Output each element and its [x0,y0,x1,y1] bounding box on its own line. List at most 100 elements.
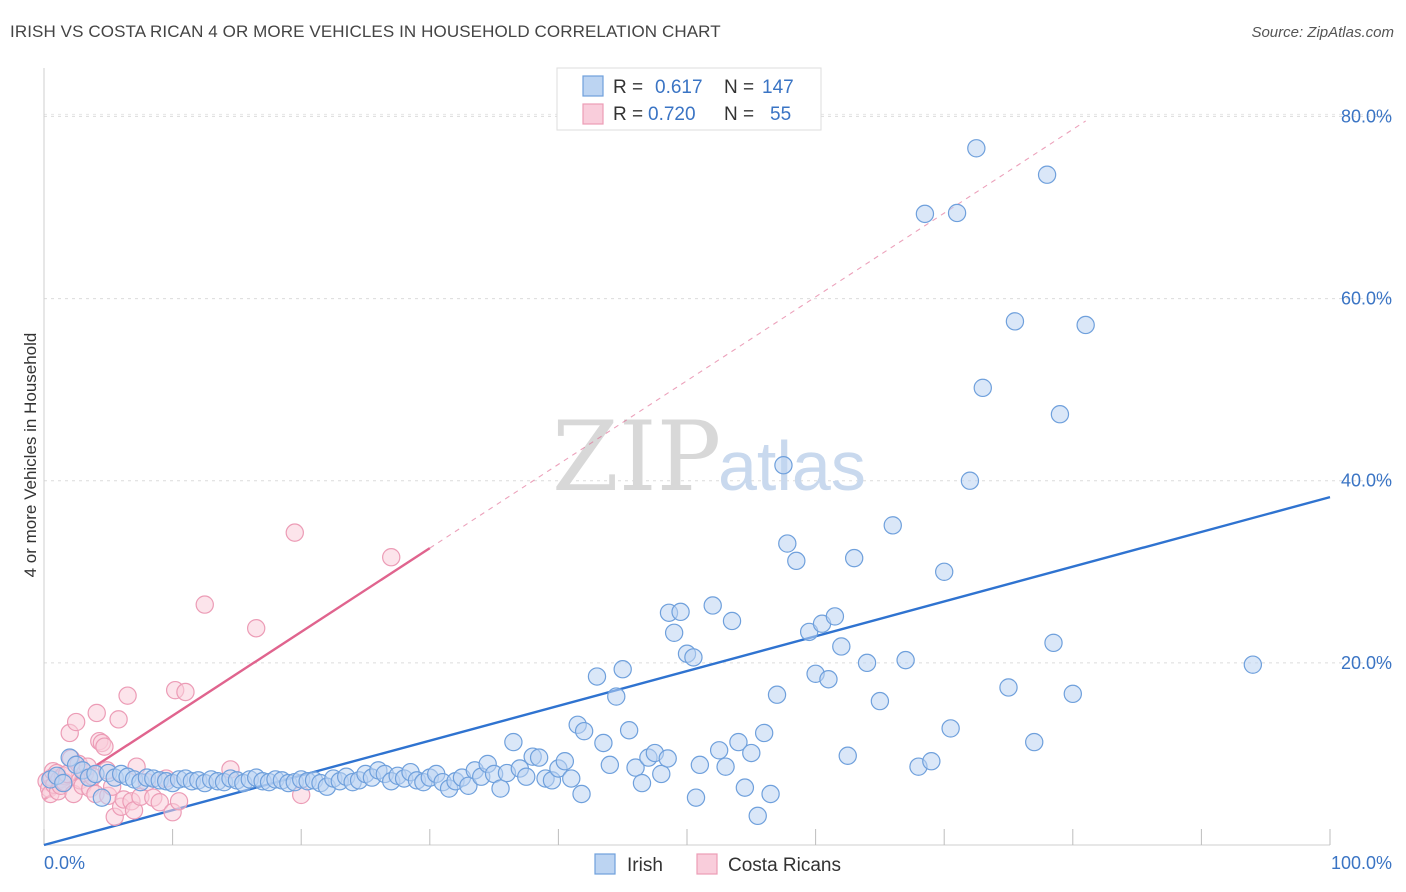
irish-point [1025,732,1044,752]
legend-swatch-irish [582,75,604,97]
legend: R = 0.617 N = 147 R = 0.720 N = 55 [556,67,822,131]
irish-point [517,767,536,786]
x-tick-label: 100.0% [1331,853,1392,873]
y-axis-label: 4 or more Vehicles in Household [21,333,40,578]
irish-point [883,516,902,535]
watermark-zip: ZIP [552,401,721,513]
costa-rican-regression-extension [429,120,1086,549]
tick-labels: 20.0% 40.0% 60.0% 80.0% 0.0% 100.0% [44,106,1392,873]
irish-point [857,653,877,673]
y-tick-label: 20.0% [1341,653,1392,673]
irish-point [1063,684,1083,704]
irish-point [716,757,735,776]
costa-rican-point [176,682,195,702]
irish-point [915,204,935,224]
irish-point [999,678,1018,697]
bottom-legend: Irish Costa Ricans [594,853,841,876]
irish-point [735,778,755,797]
costa-rican-point [118,686,137,705]
irish-point [92,788,112,807]
irish-point [709,741,729,760]
irish-point [973,378,992,398]
irish-point [1044,633,1063,653]
y-tick-label: 80.0% [1341,106,1392,126]
irish-point [1037,165,1057,184]
legend-r-label-irish: R = [613,77,643,98]
irish-point [607,687,626,706]
legend-swatch-costa-rican [582,103,604,125]
y-tick-label: 40.0% [1341,471,1392,491]
axes [43,68,1331,846]
irish-point [819,670,838,689]
irish-point [1243,655,1263,674]
irish-point [941,719,960,738]
bottom-legend-label-irish: Irish [627,855,663,876]
legend-r-value-irish: 0.617 [655,77,703,98]
irish-point [844,548,864,568]
irish-point [600,755,620,775]
y-tick-label: 60.0% [1341,289,1392,309]
irish-point [1076,315,1095,335]
irish-points [41,139,1263,826]
irish-point [658,749,677,768]
irish-point [960,471,980,490]
costa-rican-point [195,595,214,614]
legend-n-value-costa-rican: 55 [770,104,791,125]
watermark: ZIP atlas [552,401,866,513]
costa-rican-regression-line [43,547,431,801]
irish-point [504,732,523,752]
irish-point [947,203,967,223]
irish-point [748,806,767,826]
costa-rican-point [109,710,128,729]
irish-point [870,691,890,711]
irish-point [613,660,632,679]
irish-point [555,752,575,771]
irish-point [54,773,73,793]
legend-n-label-irish: N = [724,77,754,98]
irish-point [562,769,581,788]
irish-point [587,667,607,686]
irish-point [774,456,793,475]
irish-point [896,650,915,670]
irish-point [664,623,684,643]
irish-point [825,607,845,626]
irish-point [787,551,806,571]
irish-point [594,733,613,753]
irish-point [729,732,748,752]
costa-rican-point [150,792,169,812]
irish-point [529,748,549,767]
irish-point [619,721,639,740]
chart-title: IRISH VS COSTA RICAN 4 OR MORE VEHICLES … [10,22,721,41]
irish-point [832,637,851,656]
irish-point [491,779,510,798]
source-label: Source: ZipAtlas.com [1251,24,1394,41]
costa-rican-point [66,712,86,732]
irish-point [572,784,591,804]
bottom-legend-swatch-costa-rican [696,853,718,875]
irish-point [754,723,774,743]
bottom-legend-label-costa-rican: Costa Ricans [728,855,841,876]
legend-n-value-irish: 147 [762,77,794,98]
irish-point [767,685,787,704]
irish-point [1005,312,1025,331]
x-tick-label: 0.0% [44,853,85,873]
irish-point [626,758,645,777]
legend-r-label-costa-rican: R = [613,104,643,125]
irish-point [690,755,710,775]
irish-point [935,562,954,581]
legend-r-value-costa-rican: 0.720 [648,104,696,125]
irish-regression-line [43,495,1331,847]
costa-rican-point [169,792,189,811]
costa-rican-point [285,523,304,542]
legend-n-label-costa-rican: N = [724,104,754,125]
irish-point [922,752,941,771]
irish-point [703,596,722,615]
gridlines [44,113,1392,664]
costa-rican-point [87,703,106,723]
irish-point [686,788,706,807]
bottom-legend-swatch-irish [594,853,616,875]
costa-rican-point [95,737,114,756]
irish-point [671,602,690,622]
costa-rican-point [246,619,266,638]
